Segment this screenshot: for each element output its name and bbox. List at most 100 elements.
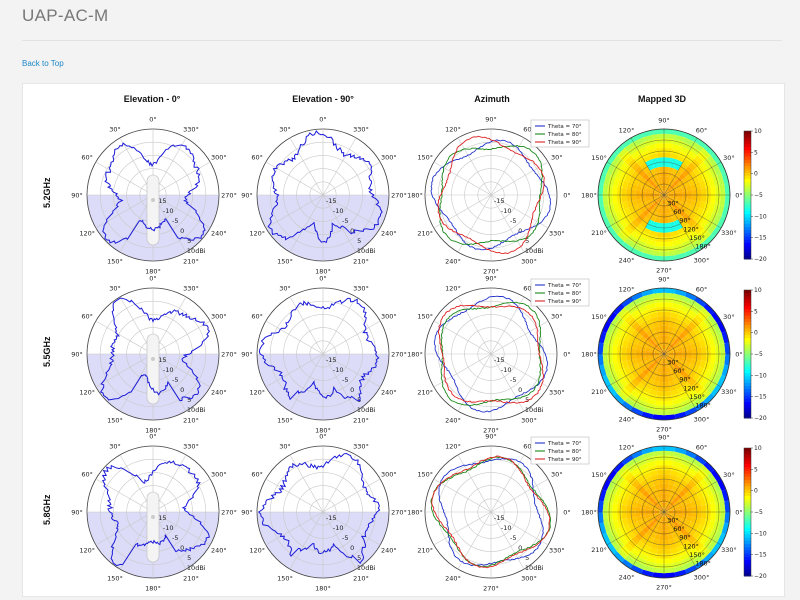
heat-cell [623, 164, 632, 174]
heat-cell [710, 225, 722, 238]
heat-cell [656, 515, 661, 520]
heat-cell [668, 361, 674, 367]
back-to-top-link[interactable]: Back to Top [22, 59, 64, 68]
heat-cell [627, 475, 637, 485]
heat-cell [662, 358, 664, 364]
heat-cell [682, 213, 690, 221]
heat-cell [631, 342, 638, 350]
heat-cell [697, 387, 708, 398]
heat-cell [666, 186, 671, 192]
heat-cell [683, 402, 695, 412]
radial-tick-label: 90° [679, 534, 691, 542]
column-title-mapped-3d: Mapped 3D [637, 94, 686, 104]
heat-cell [668, 354, 674, 356]
heat-cell [673, 512, 679, 515]
heat-cell [689, 170, 697, 179]
heat-cell [674, 130, 687, 138]
heat-cell [685, 526, 693, 534]
colorbar-tick-label: −10 [754, 372, 767, 379]
angle-tick-label: 210° [183, 574, 199, 582]
radial-tick-label: 0 [350, 544, 354, 552]
heat-cell [610, 540, 621, 552]
heat-cell [663, 195, 664, 200]
pattern-curve-theta-70 [430, 139, 552, 251]
heat-cell [653, 567, 664, 574]
heat-cell [656, 203, 661, 209]
heat-cell [694, 558, 707, 570]
heat-cell [617, 178, 625, 188]
heat-cell [660, 199, 664, 205]
heat-cell [677, 512, 683, 516]
heat-cell [659, 193, 664, 195]
heat-cell [664, 193, 669, 195]
heat-cell [668, 177, 674, 183]
heat-cell [668, 380, 676, 387]
colorbar-segment [744, 322, 751, 326]
grid-spoke [490, 511, 549, 546]
heat-cell [636, 158, 646, 167]
angle-tick-label: 120° [249, 389, 265, 397]
heat-cell [659, 213, 664, 219]
heat-cell [659, 171, 664, 177]
colorbar-segment [744, 153, 751, 158]
heat-cell [641, 252, 654, 260]
grid-spoke [322, 511, 357, 570]
colorbar-segment [744, 306, 751, 310]
heat-cell [715, 185, 721, 195]
heat-cell [668, 355, 673, 359]
heat-cell [622, 360, 629, 369]
heat-cell [696, 347, 702, 354]
radial-tick-label: 5 [525, 237, 529, 245]
heat-cell [665, 186, 669, 191]
column-title-elevation-0: Elevation - 0° [123, 94, 181, 104]
colorbar-segment [744, 318, 751, 323]
heat-cell [688, 162, 697, 171]
heat-cell [694, 542, 704, 552]
heat-cell [715, 354, 721, 364]
heat-cell [659, 330, 664, 336]
heat-cell [724, 500, 730, 512]
heat-cell [710, 195, 716, 205]
heat-cell [673, 174, 680, 181]
heat-cell [685, 313, 695, 322]
heat-cell [686, 502, 692, 508]
heat-cell [620, 310, 631, 321]
colorbar-segment [744, 198, 751, 202]
heat-cell [631, 195, 637, 201]
heat-cell [657, 357, 662, 363]
heat-cell [678, 521, 685, 528]
heat-cell [658, 321, 664, 327]
heat-cell [691, 317, 701, 327]
heat-cell [655, 347, 661, 352]
heat-cell [669, 543, 677, 550]
angle-tick-label: 300° [694, 573, 710, 581]
heat-cell [649, 389, 658, 396]
heat-cell [645, 350, 651, 354]
heat-cell [683, 243, 695, 253]
heat-cell [642, 527, 649, 534]
heat-cell [664, 539, 670, 545]
heat-cell [664, 381, 670, 387]
heat-cell [683, 560, 695, 570]
heat-cell [667, 514, 673, 519]
heat-cell [664, 222, 670, 228]
grid-spoke [152, 478, 211, 513]
heat-cell [608, 175, 616, 186]
heat-cell [606, 469, 618, 482]
heat-cell [657, 335, 662, 341]
legend-label: Theta = 80° [547, 449, 582, 455]
radial-tick-label: 30° [667, 517, 679, 525]
colorbar-segment [744, 531, 751, 535]
colorbar-tick-label: 5 [754, 149, 758, 156]
heat-cell [687, 507, 693, 512]
heat-cell [697, 310, 708, 321]
heat-cell [655, 147, 664, 154]
heat-cell [649, 204, 655, 210]
heat-cell [631, 487, 639, 496]
heat-cell [647, 322, 655, 330]
colorbar-segment [744, 211, 751, 215]
heat-cell [668, 349, 673, 353]
heat-cell [650, 196, 656, 200]
heat-cell [665, 181, 669, 187]
heat-cell [710, 344, 716, 354]
